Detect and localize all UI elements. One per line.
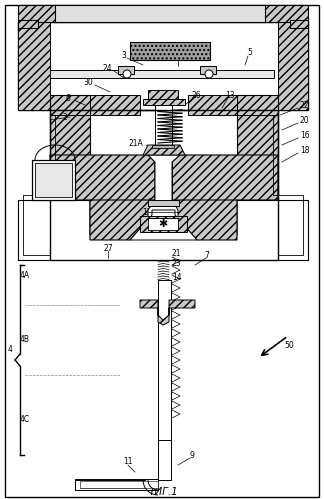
Text: 32: 32 [47, 174, 57, 183]
Text: 8: 8 [147, 198, 152, 207]
Text: 7: 7 [204, 250, 209, 259]
Bar [152, 145, 174, 148]
Bar [130, 42, 210, 60]
Bar [18, 20, 38, 28]
Text: 3: 3 [122, 50, 126, 59]
Text: 2: 2 [63, 112, 67, 121]
Bar [278, 22, 308, 110]
Bar [148, 218, 178, 230]
Text: 16: 16 [300, 131, 310, 140]
Text: 50: 50 [284, 340, 294, 349]
Bar [50, 70, 274, 78]
Text: 21A: 21A [128, 139, 143, 148]
Circle shape [205, 70, 213, 78]
Bar [140, 216, 187, 232]
Polygon shape [50, 155, 155, 235]
Bar [80, 481, 158, 488]
Bar [143, 99, 185, 105]
Bar [148, 90, 178, 100]
Bar [32, 160, 75, 200]
Bar [90, 95, 140, 115]
Text: 27: 27 [103, 244, 113, 252]
Text: 4B: 4B [20, 335, 30, 344]
Bar [237, 95, 278, 200]
Text: 9: 9 [190, 451, 194, 460]
Text: 11: 11 [123, 458, 133, 467]
Text: ΤИГ.1: ΤИГ.1 [148, 487, 178, 497]
Bar [148, 200, 179, 206]
Polygon shape [172, 155, 278, 235]
Bar [18, 5, 308, 22]
Circle shape [123, 70, 131, 78]
Bar [155, 100, 172, 200]
Text: 26: 26 [191, 90, 201, 99]
Text: 12: 12 [143, 208, 152, 217]
Bar [50, 95, 90, 200]
Text: 14: 14 [172, 273, 182, 282]
Bar [50, 110, 278, 260]
Bar [158, 280, 171, 440]
Text: 4C: 4C [20, 416, 30, 425]
Text: ✱: ✱ [158, 219, 168, 229]
Bar [118, 66, 134, 74]
Polygon shape [148, 155, 180, 235]
Text: 22: 22 [300, 100, 309, 109]
Text: 20: 20 [300, 115, 310, 124]
Bar [55, 5, 265, 22]
Text: 21: 21 [172, 250, 181, 258]
Text: 18: 18 [300, 146, 309, 155]
Text: 6: 6 [65, 93, 70, 102]
Text: 10: 10 [142, 218, 152, 227]
Polygon shape [130, 210, 197, 240]
Text: 30: 30 [83, 77, 93, 86]
Text: 23: 23 [172, 259, 182, 268]
Polygon shape [143, 145, 185, 155]
Bar [18, 22, 308, 110]
Text: 13: 13 [225, 90, 235, 99]
Polygon shape [90, 200, 237, 240]
Text: 24: 24 [102, 63, 112, 72]
Text: 4A: 4A [20, 270, 30, 279]
Text: 5: 5 [248, 47, 252, 56]
Bar [188, 95, 237, 115]
Bar [158, 440, 171, 480]
Bar [290, 20, 308, 28]
Bar [75, 479, 158, 490]
Bar [35, 163, 72, 197]
Text: 4: 4 [7, 345, 12, 354]
Polygon shape [140, 300, 195, 325]
Bar [200, 66, 216, 74]
Text: 1: 1 [176, 52, 180, 61]
Bar [18, 22, 50, 110]
